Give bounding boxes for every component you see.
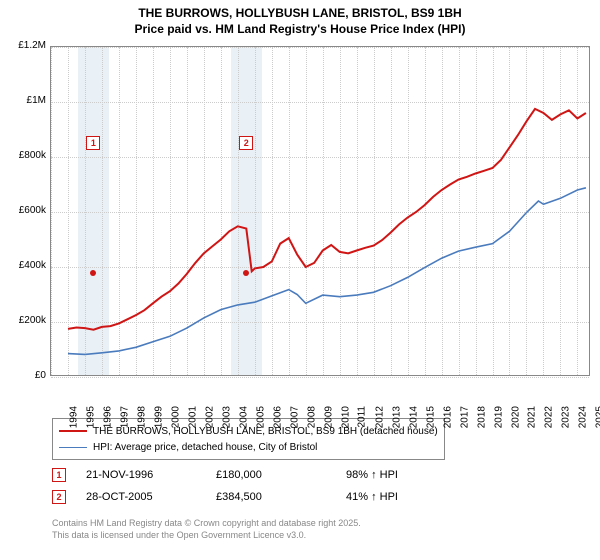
x-tick-label: 1996 <box>102 406 113 428</box>
x-tick-label: 1995 <box>85 406 96 428</box>
footer-line-2: This data is licensed under the Open Gov… <box>52 530 306 540</box>
x-tick-label: 2004 <box>238 406 249 428</box>
x-tick-label: 2005 <box>255 406 266 428</box>
x-tick-label: 1998 <box>136 406 147 428</box>
x-tick-label: 2011 <box>356 406 367 428</box>
x-tick-label: 2012 <box>374 406 385 428</box>
y-tick-label: £1.2M <box>6 40 46 51</box>
x-tick-label: 2009 <box>323 406 334 428</box>
series-hpi <box>68 188 586 355</box>
sales-row-marker: 2 <box>52 490 66 504</box>
y-tick-label: £200k <box>6 315 46 326</box>
chart-title: THE BURROWS, HOLLYBUSH LANE, BRISTOL, BS… <box>0 0 600 37</box>
sales-row: 2 28-OCT-2005£384,50041% ↑ HPI <box>52 486 476 508</box>
legend-label: HPI: Average price, detached house, City… <box>93 442 317 453</box>
series-price_paid <box>68 109 586 330</box>
x-tick-label: 2017 <box>459 406 470 428</box>
x-tick-label: 2007 <box>289 406 300 428</box>
legend-swatch <box>59 430 87 432</box>
y-tick-label: £600k <box>6 205 46 216</box>
sale-marker-1: 1 <box>86 136 100 150</box>
x-tick-label: 1999 <box>153 406 164 428</box>
sales-cell-price: £180,000 <box>216 469 346 481</box>
title-line-2: Price paid vs. HM Land Registry's House … <box>0 22 600 38</box>
sales-table: 1 21-NOV-1996£180,00098% ↑ HPI 2 28-OCT-200… <box>52 464 476 508</box>
sales-cell-hpi_rel: 98% ↑ HPI <box>346 469 476 481</box>
footer-line-1: Contains HM Land Registry data © Crown c… <box>52 518 361 528</box>
y-tick-label: £800k <box>6 150 46 161</box>
x-tick-label: 2006 <box>272 406 283 428</box>
x-tick-label: 2023 <box>561 406 572 428</box>
y-tick-label: £400k <box>6 260 46 271</box>
grid-h <box>51 377 589 378</box>
title-line-1: THE BURROWS, HOLLYBUSH LANE, BRISTOL, BS… <box>0 6 600 22</box>
sale-dot-1 <box>90 270 96 276</box>
sales-cell-hpi_rel: 41% ↑ HPI <box>346 491 476 503</box>
sales-row: 1 21-NOV-1996£180,00098% ↑ HPI <box>52 464 476 486</box>
chart-lines <box>51 47 591 377</box>
x-tick-label: 2001 <box>187 406 198 428</box>
x-tick-label: 2015 <box>425 406 436 428</box>
x-tick-label: 2018 <box>476 406 487 428</box>
sales-cell-date: 21-NOV-1996 <box>86 469 216 481</box>
x-tick-label: 2025 <box>595 406 600 428</box>
x-tick-label: 1994 <box>68 406 79 428</box>
x-tick-label: 2016 <box>442 406 453 428</box>
chart-plot-area: 12 <box>50 46 590 376</box>
x-tick-label: 2022 <box>544 406 555 428</box>
x-tick-label: 2010 <box>340 406 351 428</box>
x-tick-label: 2000 <box>170 406 181 428</box>
y-tick-label: £0 <box>6 370 46 381</box>
sales-row-marker: 1 <box>52 468 66 482</box>
y-tick-label: £1M <box>6 95 46 106</box>
x-tick-label: 2014 <box>408 406 419 428</box>
x-tick-label: 2021 <box>527 406 538 428</box>
sales-cell-price: £384,500 <box>216 491 346 503</box>
legend-item: HPI: Average price, detached house, City… <box>59 439 438 455</box>
x-tick-label: 2024 <box>578 406 589 428</box>
x-tick-label: 2002 <box>204 406 215 428</box>
sales-cell-date: 28-OCT-2005 <box>86 491 216 503</box>
sale-marker-2: 2 <box>239 136 253 150</box>
x-tick-label: 2008 <box>306 406 317 428</box>
x-tick-label: 2020 <box>510 406 521 428</box>
x-tick-label: 2013 <box>391 406 402 428</box>
x-tick-label: 2003 <box>221 406 232 428</box>
sale-dot-2 <box>243 270 249 276</box>
x-tick-label: 2019 <box>493 406 504 428</box>
x-tick-label: 1997 <box>119 406 130 428</box>
legend-swatch <box>59 447 87 448</box>
